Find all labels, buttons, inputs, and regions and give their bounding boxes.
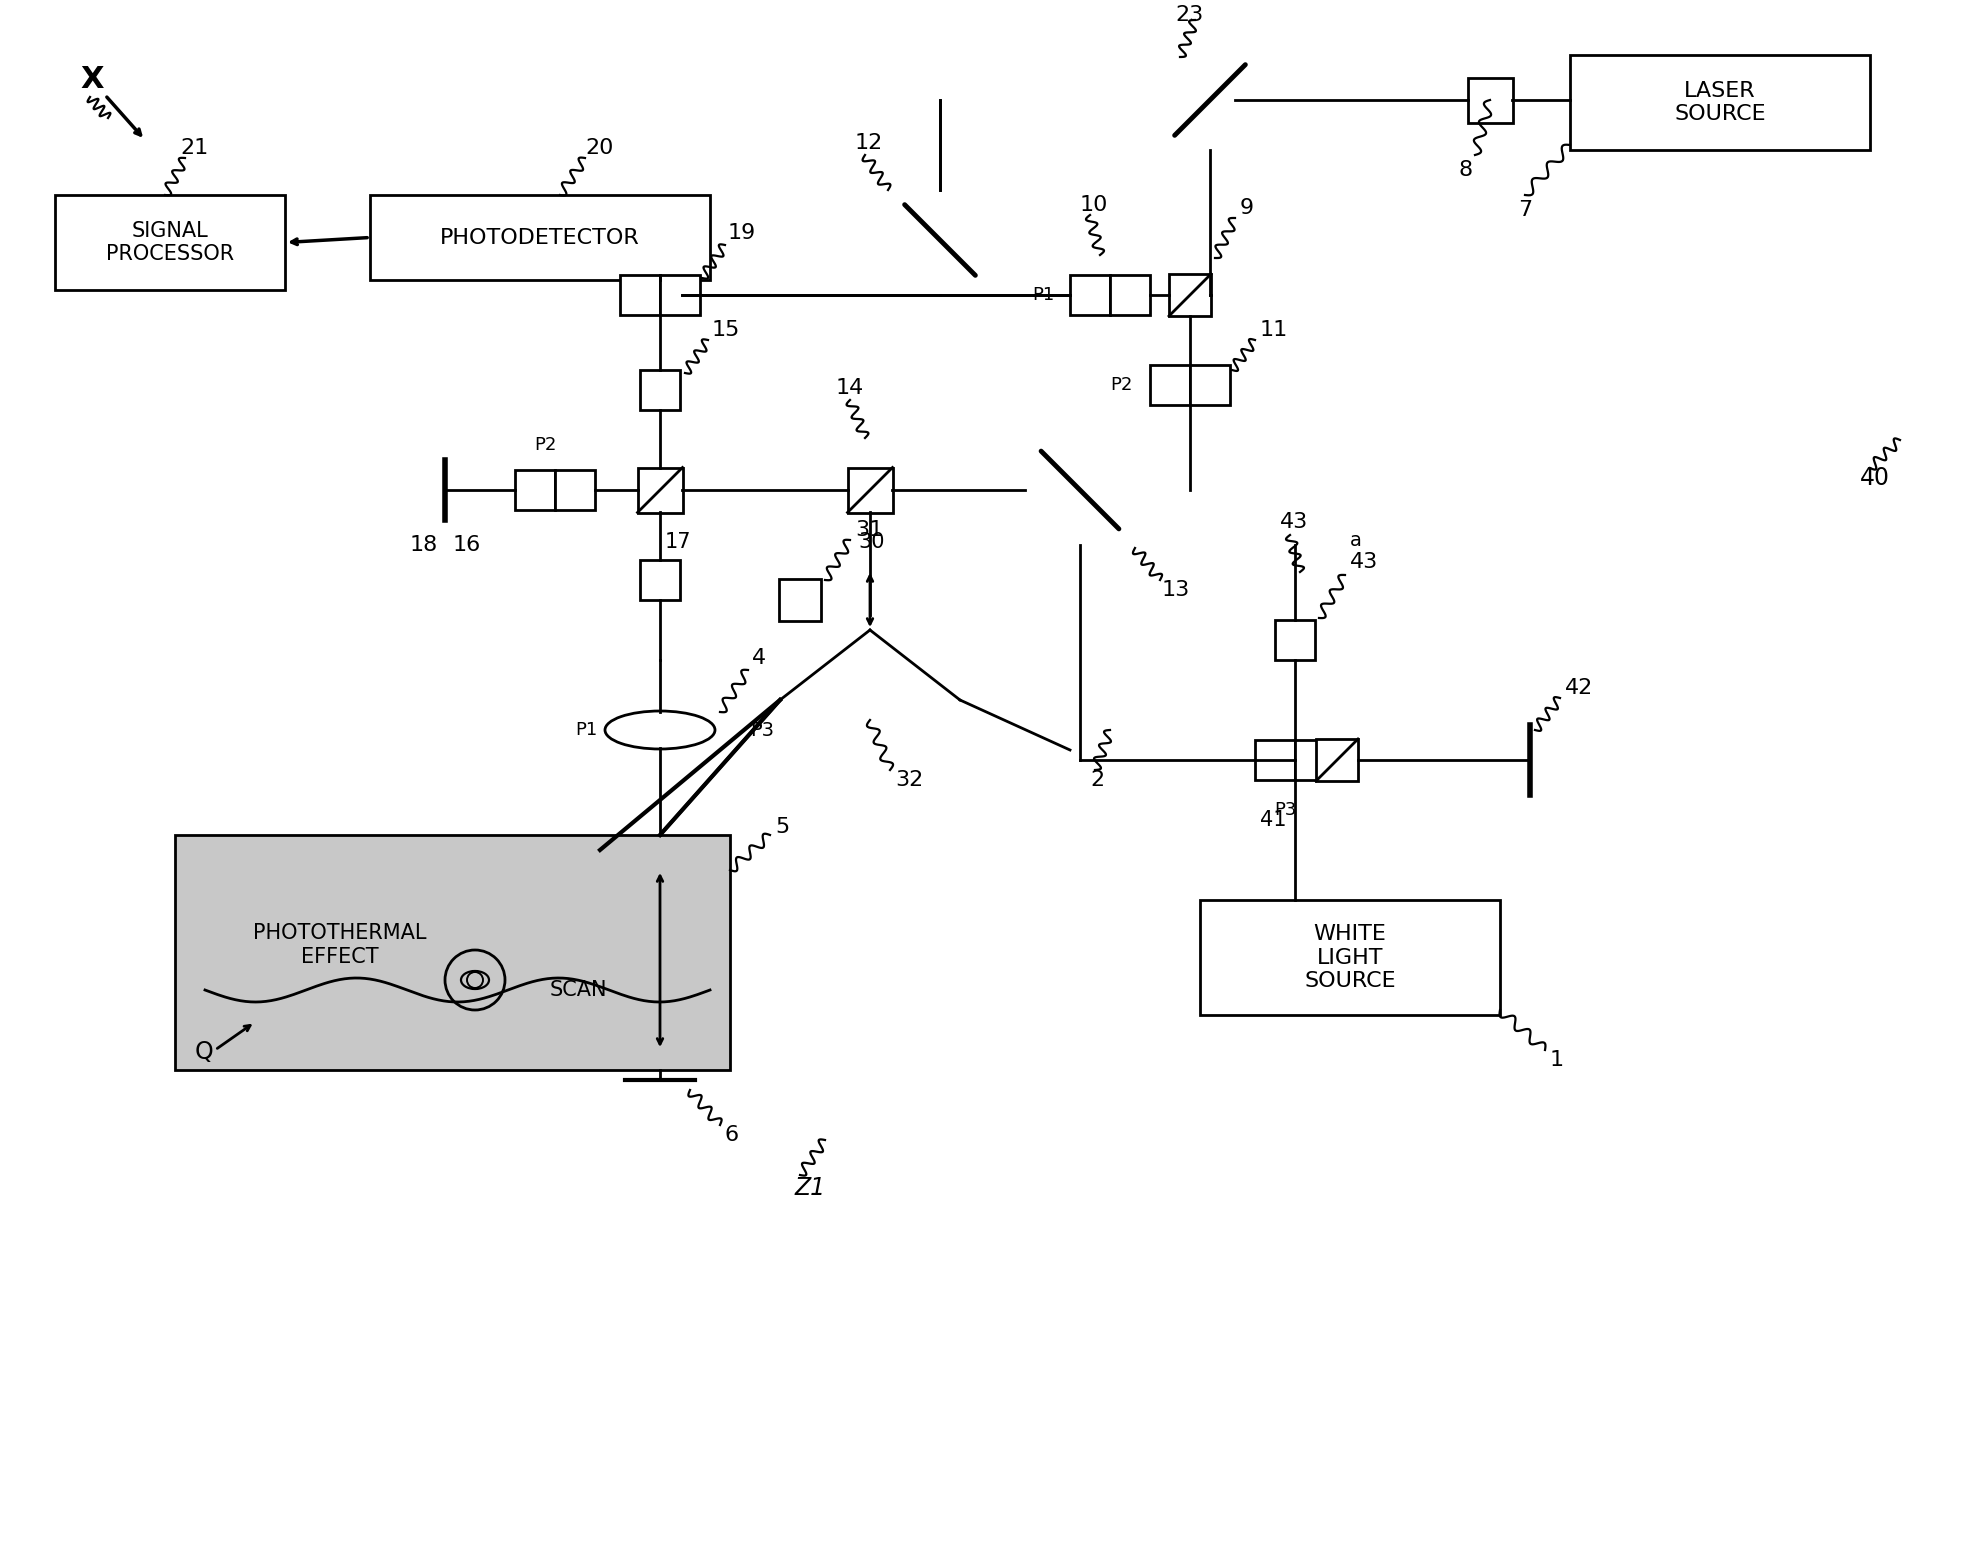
Bar [639,560,679,601]
Bar [848,468,892,513]
Text: X: X [79,66,103,95]
Text: LASER
SOURCE: LASER SOURCE [1674,81,1766,125]
Bar [1468,78,1513,123]
Bar [1295,739,1335,780]
Bar [1275,619,1315,660]
Text: 41: 41 [1259,810,1287,830]
Text: 7: 7 [1517,200,1531,220]
Bar [1070,275,1110,315]
Text: P2: P2 [1110,376,1132,395]
Circle shape [467,972,483,987]
Bar [514,470,554,510]
Text: 17: 17 [665,532,691,552]
Text: Q: Q [195,1041,214,1064]
Text: P3: P3 [1273,800,1297,819]
Text: 42: 42 [1565,679,1593,697]
Bar [659,275,699,315]
Text: 43: 43 [1281,512,1309,532]
Text: 20: 20 [586,137,614,158]
Bar [1317,739,1358,782]
Text: P3: P3 [751,721,775,739]
Text: 23: 23 [1176,5,1204,25]
Text: PHOTODETECTOR: PHOTODETECTOR [441,228,639,248]
Bar [1200,900,1499,1016]
Text: 30: 30 [858,532,884,552]
Text: 21: 21 [181,137,209,158]
Bar [1571,55,1871,150]
Text: 4: 4 [753,647,767,668]
Bar [1255,739,1295,780]
Text: 13: 13 [1162,580,1190,601]
Text: 40: 40 [1861,466,1891,490]
Bar [369,195,711,279]
Text: 9: 9 [1239,198,1253,218]
Text: WHITE
LIGHT
SOURCE: WHITE LIGHT SOURCE [1305,924,1396,991]
Text: P1: P1 [576,721,598,739]
Text: 18: 18 [409,535,439,555]
Text: SIGNAL
PROCESSOR: SIGNAL PROCESSOR [105,222,234,264]
Text: 6: 6 [725,1125,739,1145]
Bar [1110,275,1150,315]
Text: Z1: Z1 [794,1176,826,1200]
Text: a: a [1350,530,1362,549]
Text: 11: 11 [1259,320,1289,340]
Ellipse shape [606,711,715,749]
Bar [175,835,731,1070]
Text: PHOTOTHERMAL
EFFECT: PHOTOTHERMAL EFFECT [254,924,427,967]
Text: 15: 15 [713,320,741,340]
Text: 1: 1 [1549,1050,1565,1070]
Bar [639,370,679,410]
Text: P1: P1 [1033,285,1055,304]
Text: 31: 31 [856,519,884,540]
Bar [1190,365,1229,406]
Bar [779,579,820,621]
Text: 8: 8 [1458,161,1472,179]
Bar [554,470,596,510]
Text: 14: 14 [836,378,864,398]
Text: 12: 12 [856,133,884,153]
Ellipse shape [461,970,489,989]
Text: SCAN: SCAN [550,980,608,1000]
Bar [1170,275,1211,317]
Text: 2: 2 [1090,771,1104,789]
Text: 32: 32 [896,771,923,789]
Text: 5: 5 [775,817,788,838]
Bar [620,275,659,315]
Text: 16: 16 [453,535,481,555]
Text: 19: 19 [729,223,757,243]
Circle shape [445,950,504,1009]
Bar [56,195,286,290]
Text: 43: 43 [1350,552,1378,573]
Bar [638,468,683,513]
Text: P2: P2 [534,435,556,454]
Bar [1150,365,1190,406]
Text: 10: 10 [1080,195,1108,215]
